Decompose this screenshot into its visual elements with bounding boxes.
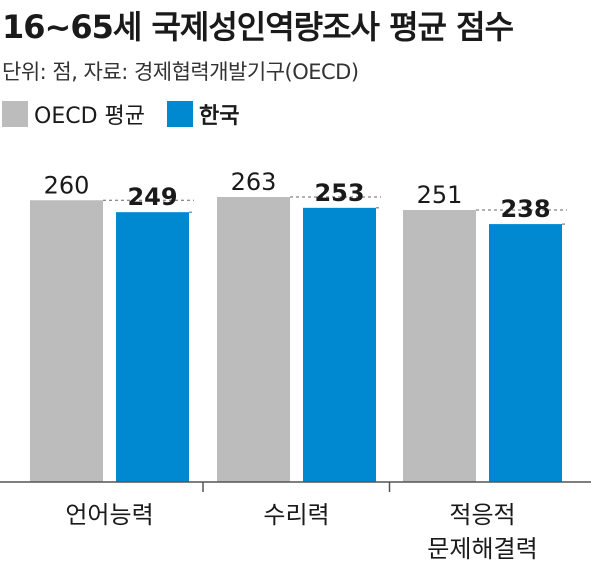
value-label-oecd-2: 251 — [417, 181, 463, 209]
legend-label-korea: 한국 — [199, 104, 240, 129]
value-label-korea-0: 249 — [127, 183, 177, 211]
category-label-0: 언어능력 — [65, 501, 153, 529]
category-label-2: 적응적 문제해결력 — [427, 501, 537, 563]
value-label-oecd-0: 260 — [44, 171, 90, 199]
value-label-korea-1: 253 — [314, 179, 364, 207]
bar-oecd-1 — [217, 197, 290, 482]
legend-swatch-korea — [167, 101, 193, 127]
bar-oecd-0 — [30, 200, 103, 482]
bar-korea-1 — [303, 207, 376, 483]
bar-oecd-2 — [403, 210, 476, 483]
chart-title: 16~65세 국제성인역량조사 평균 점수 — [2, 8, 514, 46]
legend-item-korea: 한국 — [167, 98, 239, 130]
category-label-1: 수리력 — [263, 501, 329, 529]
value-label-korea-2: 238 — [500, 195, 550, 223]
legend-item-oecd: OECD 평균 — [2, 98, 145, 130]
bar-korea-0 — [116, 212, 189, 483]
legend-swatch-oecd — [2, 101, 28, 127]
bar-korea-2 — [489, 224, 562, 482]
legend: OECD 평균 한국 — [2, 96, 261, 132]
value-label-oecd-1: 263 — [231, 168, 277, 196]
source-note: 단위: 점, 자료: 경제협력개발기구(OECD) — [2, 60, 359, 84]
legend-label-oecd: OECD 평균 — [34, 104, 145, 129]
